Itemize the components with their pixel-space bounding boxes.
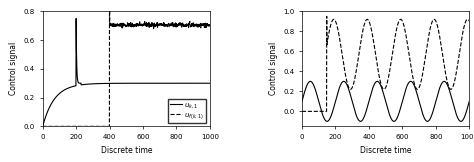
$u_{f(k,2)}$ [299, 110, 305, 112]
$u_{f(k,1)}$ [50, 125, 56, 127]
X-axis label: Discrete time: Discrete time [360, 145, 411, 155]
$u_{k,1}$ [40, 125, 46, 127]
$u_{f(k,1)}$ [170, 25, 176, 27]
$u_{k,2}$ [308, 80, 313, 82]
$u_{f(k,2)}$ [466, 20, 472, 22]
$u_{k,2}$ [299, 100, 305, 102]
$u_{k,2}$ [430, 112, 436, 114]
$u_{k,2}$ [458, 120, 464, 122]
$u_{k,1}$ [188, 82, 193, 84]
$u_{k,2}$ [324, 120, 330, 122]
$u_{k,2}$ [447, 92, 453, 94]
$u_{k,1}$ [207, 82, 213, 84]
X-axis label: Discrete time: Discrete time [100, 145, 152, 155]
$u_{f(k,1)}$ [199, 24, 205, 26]
$u_{f(k,1)}$ [176, 22, 182, 24]
$u_{k,1}$ [50, 100, 56, 102]
$u_{f(k,2)}$ [447, 88, 453, 90]
$u_{f(k,2)}$ [333, 22, 339, 24]
$u_{f(k,1)}$ [74, 125, 80, 127]
$u_{f(k,1)}$ [207, 24, 213, 26]
$u_{k,1}$ [73, 17, 79, 19]
$u_{k,2}$ [436, 90, 442, 92]
Y-axis label: Control signal: Control signal [269, 42, 277, 95]
Line: $u_{f(k,2)}$: $u_{f(k,2)}$ [302, 16, 469, 111]
Legend: $u_{k,1}$, $u_{f(k,1)}$: $u_{k,1}$, $u_{f(k,1)}$ [168, 99, 207, 123]
$u_{f(k,2)}$ [436, 30, 441, 32]
$u_{f(k,2)}$ [458, 40, 464, 42]
Y-axis label: Control signal: Control signal [9, 42, 18, 95]
$u_{k,2}$ [333, 97, 339, 99]
Line: $u_{f(k,1)}$: $u_{f(k,1)}$ [43, 0, 210, 126]
Line: $u_{k,1}$: $u_{k,1}$ [43, 18, 210, 126]
$u_{k,1}$ [176, 82, 182, 84]
$u_{f(k,2)}$ [324, 15, 329, 17]
$u_{k,1}$ [74, 65, 80, 67]
$u_{k,1}$ [199, 82, 205, 84]
$u_{f(k,2)}$ [429, 20, 435, 22]
$u_{f(k,1)}$ [40, 125, 46, 127]
$u_{f(k,2)}$ [310, 110, 315, 112]
$u_{k,2}$ [310, 82, 315, 84]
$u_{f(k,1)}$ [188, 25, 193, 27]
$u_{k,2}$ [466, 100, 472, 102]
$u_{k,1}$ [170, 82, 176, 84]
Line: $u_{k,2}$: $u_{k,2}$ [302, 81, 469, 121]
